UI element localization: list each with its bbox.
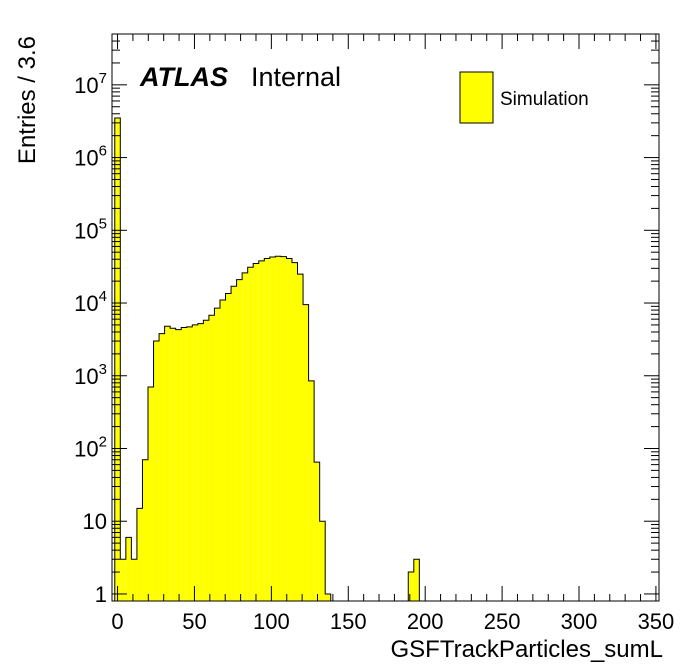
x-axis-title: GSFTrackParticles_sumL — [390, 636, 663, 663]
y-tick-label: 102 — [74, 433, 107, 461]
atlas-label: ATLAS — [139, 62, 228, 92]
histogram-bar — [408, 572, 414, 601]
histogram-bar — [297, 274, 304, 601]
histogram-bar — [247, 267, 254, 601]
y-tick-label: 106 — [74, 143, 107, 171]
histogram-bar — [236, 279, 243, 601]
histogram-bar — [170, 328, 176, 601]
legend-swatch — [459, 71, 494, 124]
legend-entry: Simulation — [500, 89, 589, 110]
histogram-bar — [225, 293, 232, 601]
y-tick-label: 104 — [74, 288, 107, 316]
histogram-bar — [197, 323, 204, 601]
histogram-bar — [219, 300, 226, 601]
histogram-bar — [159, 333, 165, 601]
x-tick-label: 300 — [561, 609, 598, 634]
histogram-bar — [203, 320, 209, 601]
histogram-bar — [413, 559, 420, 601]
histogram-bars — [114, 117, 569, 602]
histogram-bar — [314, 462, 320, 601]
y-tick-label: 103 — [74, 361, 107, 389]
histogram-bar — [208, 315, 215, 601]
histogram-bar — [114, 117, 121, 601]
histogram-bar — [181, 327, 187, 601]
x-tick-label: 350 — [638, 609, 675, 634]
histogram-bar — [186, 326, 193, 601]
y-axis-title: Entries / 3.6 — [14, 36, 41, 164]
histogram-bar — [275, 256, 281, 601]
histogram-bar — [286, 258, 292, 601]
y-tick-label: 105 — [74, 215, 107, 243]
histogram-bar — [325, 593, 331, 601]
histogram-bar — [291, 262, 298, 601]
plot-frame — [111, 33, 660, 602]
x-tick-label: 250 — [484, 609, 521, 634]
histogram-bar — [214, 308, 220, 601]
histogram-bar — [303, 304, 309, 601]
histogram-bar — [280, 256, 287, 601]
histogram-bar — [192, 324, 198, 601]
y-tick-label: 107 — [74, 70, 107, 98]
histogram-bar — [175, 329, 182, 601]
histogram-bar — [269, 256, 276, 601]
histogram-bar — [142, 459, 148, 601]
axis-ticks — [112, 33, 659, 601]
histogram-bar — [319, 521, 326, 601]
histogram-bar — [253, 263, 259, 601]
histogram-bar — [264, 258, 270, 601]
histogram-bar — [258, 260, 265, 601]
histogram-bar — [136, 508, 143, 601]
histogram-bar — [125, 537, 132, 601]
x-tick-labels: 0 50 100 150 200 250 300 350 — [111, 609, 674, 634]
histogram-bar — [164, 326, 171, 601]
x-tick-label: 100 — [253, 609, 290, 634]
histogram-bar — [308, 380, 315, 601]
x-tick-label: 150 — [330, 609, 367, 634]
histogram-bar — [153, 341, 160, 601]
histogram-bar — [131, 559, 137, 601]
y-tick-labels: 1 10 102 103 104 105 106 107 — [74, 70, 107, 607]
internal-label: Internal — [251, 62, 341, 92]
histogram-bar — [120, 559, 126, 601]
x-tick-label: 200 — [407, 609, 444, 634]
x-tick-label: 0 — [111, 609, 123, 634]
y-tick-label: 1 — [95, 582, 107, 607]
histogram-bar — [147, 387, 154, 601]
histogram-bar — [231, 286, 237, 601]
x-tick-label: 50 — [182, 609, 206, 634]
y-tick-label: 10 — [83, 509, 107, 534]
histogram-bar — [242, 272, 248, 601]
